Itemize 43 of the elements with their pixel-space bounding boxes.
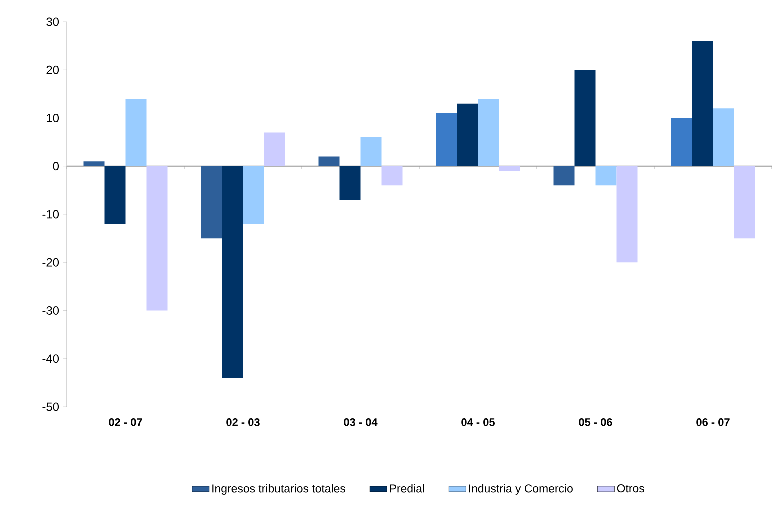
bar: [457, 104, 478, 166]
y-tick-label: 20: [46, 66, 60, 74]
bar: [713, 108, 734, 166]
bar: [596, 166, 617, 186]
x-tick-label: 04 - 05: [462, 418, 495, 426]
y-tick-label: -30: [42, 306, 60, 315]
y-tick-label: -20: [42, 258, 60, 267]
x-tick-label: 05 - 06: [579, 418, 612, 426]
bar: [478, 99, 500, 166]
x-tick-label: 06 - 07: [696, 418, 730, 426]
y-tick-label: -10: [42, 210, 60, 219]
bar: [340, 166, 361, 200]
legend-label: Predial: [390, 484, 424, 493]
bar: [574, 70, 596, 166]
bar: [692, 41, 714, 166]
bar: [264, 132, 286, 166]
bar: [360, 138, 382, 166]
bar: [671, 118, 692, 166]
bar: [499, 166, 520, 172]
y-tick-label: -40: [42, 354, 60, 364]
bar: [222, 166, 244, 378]
y-tick-label: 10: [47, 114, 60, 122]
bar: [126, 99, 147, 166]
y-tick-label: 0: [53, 162, 60, 171]
bar: [201, 166, 222, 239]
y-tick-label: -50: [42, 402, 60, 412]
bar: [436, 113, 458, 166]
bar: [104, 166, 126, 224]
x-tick-label: 02 - 03: [226, 418, 260, 426]
bar: [318, 156, 340, 166]
bar: [616, 166, 638, 263]
x-tick-label: 03 - 04: [344, 418, 378, 426]
legend-label: Ingresos tributarios totales: [212, 484, 346, 496]
legend-label: Otros: [617, 484, 644, 493]
bar: [382, 166, 403, 186]
bar: [554, 166, 575, 186]
x-tick-label: 02 - 07: [109, 418, 142, 426]
y-tick-label: 30: [46, 18, 60, 26]
bar: [84, 162, 105, 166]
bar: [146, 166, 168, 311]
bar: [243, 166, 264, 224]
bar: [734, 166, 756, 239]
legend-label: Industria y Comercio: [469, 484, 573, 496]
